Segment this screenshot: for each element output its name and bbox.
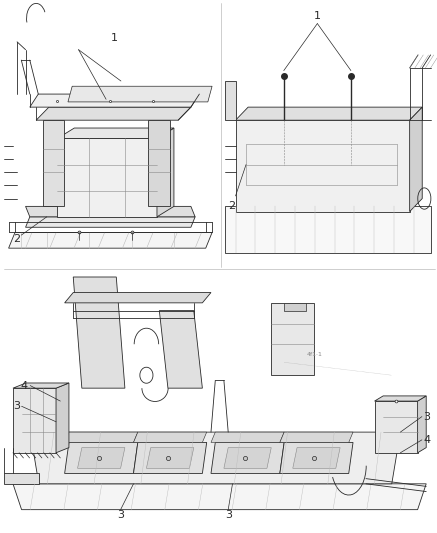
Polygon shape bbox=[271, 303, 314, 375]
Text: 2: 2 bbox=[14, 234, 21, 244]
Polygon shape bbox=[293, 448, 340, 469]
Polygon shape bbox=[375, 401, 418, 453]
Polygon shape bbox=[30, 432, 400, 484]
Polygon shape bbox=[225, 206, 430, 253]
Text: 3: 3 bbox=[13, 401, 20, 411]
Polygon shape bbox=[418, 396, 426, 453]
Polygon shape bbox=[375, 396, 426, 401]
Polygon shape bbox=[57, 139, 157, 217]
Polygon shape bbox=[236, 107, 422, 120]
Polygon shape bbox=[30, 94, 199, 107]
Polygon shape bbox=[68, 86, 212, 102]
Text: 3: 3 bbox=[423, 411, 430, 422]
Polygon shape bbox=[160, 311, 202, 388]
Polygon shape bbox=[57, 128, 174, 139]
Polygon shape bbox=[65, 442, 138, 473]
Polygon shape bbox=[42, 120, 64, 206]
Polygon shape bbox=[134, 442, 207, 473]
Text: 4: 4 bbox=[423, 435, 431, 445]
Polygon shape bbox=[25, 206, 195, 217]
Text: 4: 4 bbox=[20, 381, 27, 391]
Polygon shape bbox=[157, 128, 174, 217]
Text: 2: 2 bbox=[228, 201, 235, 212]
Text: 3: 3 bbox=[225, 510, 232, 520]
Polygon shape bbox=[77, 448, 125, 469]
Polygon shape bbox=[73, 277, 125, 388]
Text: 4f1·1: 4f1·1 bbox=[306, 352, 322, 357]
Polygon shape bbox=[225, 81, 236, 120]
Polygon shape bbox=[9, 232, 212, 248]
Polygon shape bbox=[211, 432, 284, 442]
Polygon shape bbox=[134, 432, 207, 442]
Text: 1: 1 bbox=[314, 11, 321, 21]
Polygon shape bbox=[149, 120, 170, 206]
Polygon shape bbox=[211, 442, 284, 473]
Polygon shape bbox=[146, 448, 194, 469]
Polygon shape bbox=[65, 432, 138, 442]
Text: 3: 3 bbox=[117, 510, 124, 520]
Polygon shape bbox=[224, 448, 271, 469]
Polygon shape bbox=[236, 120, 409, 212]
Polygon shape bbox=[56, 383, 69, 453]
Polygon shape bbox=[13, 388, 56, 453]
Text: 1: 1 bbox=[111, 33, 118, 43]
Polygon shape bbox=[25, 217, 195, 227]
Polygon shape bbox=[284, 303, 306, 311]
Polygon shape bbox=[409, 107, 422, 212]
Polygon shape bbox=[13, 484, 426, 510]
Polygon shape bbox=[13, 383, 69, 388]
Polygon shape bbox=[280, 442, 353, 473]
Polygon shape bbox=[65, 293, 211, 303]
Polygon shape bbox=[4, 473, 39, 484]
Polygon shape bbox=[36, 107, 191, 120]
Polygon shape bbox=[280, 432, 353, 442]
